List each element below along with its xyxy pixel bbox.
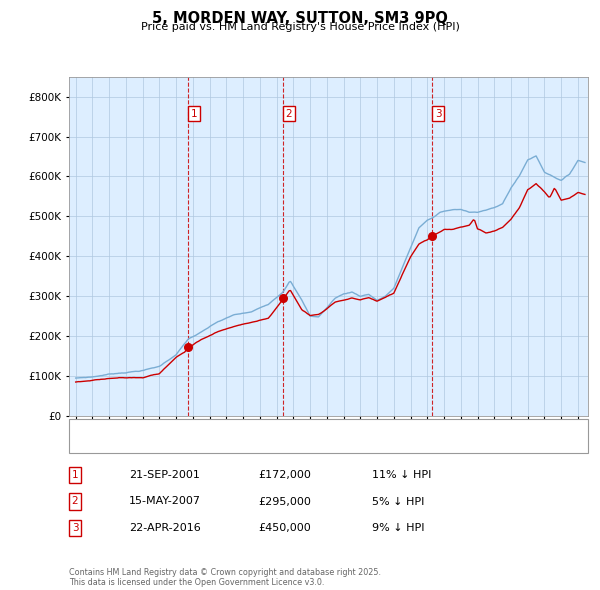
Text: 15-MAY-2007: 15-MAY-2007 [129, 497, 201, 506]
Text: 9% ↓ HPI: 9% ↓ HPI [372, 523, 425, 533]
Text: 2: 2 [286, 109, 292, 119]
Text: 5% ↓ HPI: 5% ↓ HPI [372, 497, 424, 506]
Text: £172,000: £172,000 [258, 470, 311, 480]
Text: £295,000: £295,000 [258, 497, 311, 506]
Text: ────: ──── [81, 424, 108, 434]
Text: Price paid vs. HM Land Registry's House Price Index (HPI): Price paid vs. HM Land Registry's House … [140, 22, 460, 32]
Text: £450,000: £450,000 [258, 523, 311, 533]
Text: Contains HM Land Registry data © Crown copyright and database right 2025.
This d: Contains HM Land Registry data © Crown c… [69, 568, 381, 587]
Text: 3: 3 [435, 109, 442, 119]
Text: 2: 2 [71, 497, 79, 506]
Text: 5, MORDEN WAY, SUTTON, SM3 9PQ (semi-detached house): 5, MORDEN WAY, SUTTON, SM3 9PQ (semi-det… [114, 424, 412, 434]
Text: 1: 1 [71, 470, 79, 480]
Text: 22-APR-2016: 22-APR-2016 [129, 523, 201, 533]
Text: 5, MORDEN WAY, SUTTON, SM3 9PQ: 5, MORDEN WAY, SUTTON, SM3 9PQ [152, 11, 448, 25]
Text: HPI: Average price, semi-detached house, Sutton: HPI: Average price, semi-detached house,… [114, 438, 359, 448]
Text: 11% ↓ HPI: 11% ↓ HPI [372, 470, 431, 480]
Text: 3: 3 [71, 523, 79, 533]
Text: 1: 1 [191, 109, 197, 119]
Text: 21-SEP-2001: 21-SEP-2001 [129, 470, 200, 480]
Text: ────: ──── [81, 438, 108, 448]
